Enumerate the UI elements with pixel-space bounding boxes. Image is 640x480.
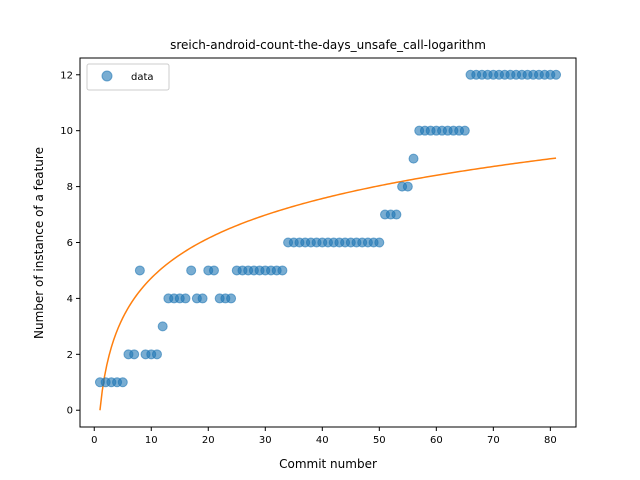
data-point [459,125,470,136]
x-axis-ticks: 0 10 20 30 40 50 60 70 80 [91,427,557,446]
y-tick-label: 0 [67,406,73,417]
x-tick-label: 70 [487,435,500,446]
y-tick-label: 8 [67,182,73,193]
x-tick-label: 30 [259,435,272,446]
legend-label: data [131,72,154,83]
fit-curve-layer [99,157,557,411]
y-axis-title: Number of instance of a feature [32,147,46,339]
data-point [134,265,145,276]
y-tick-label: 12 [60,70,73,81]
y-axis-ticks: 0 2 4 6 8 10 12 [60,70,80,417]
data-point [408,153,419,164]
x-tick-label: 50 [373,435,386,446]
data-point [277,265,288,276]
x-tick-label: 10 [145,435,158,446]
data-point [186,265,197,276]
data-point [180,293,191,304]
fit-curve [99,157,557,411]
x-tick-label: 80 [544,435,557,446]
y-tick-label: 2 [67,350,73,361]
data-points-layer [94,69,562,388]
y-tick-label: 6 [67,238,73,249]
data-point [226,293,237,304]
x-tick-label: 20 [202,435,215,446]
data-point [117,377,128,388]
data-point [197,293,208,304]
data-point [151,349,162,360]
legend-box [86,63,170,91]
x-axis-title: Commit number [279,457,377,471]
y-tick-label: 4 [67,294,73,305]
y-tick-label: 10 [60,126,73,137]
data-point [402,181,413,192]
x-tick-label: 0 [91,435,97,446]
chart-title: sreich-android-count-the-days_unsafe_cal… [170,38,486,52]
x-tick-label: 60 [430,435,443,446]
data-point [391,209,402,220]
data-point [374,237,385,248]
data-point [129,349,140,360]
data-point [551,69,562,80]
data-point [157,321,168,332]
data-point [208,265,219,276]
x-tick-label: 40 [316,435,329,446]
legend-marker [101,70,113,82]
legend: data [86,63,170,91]
